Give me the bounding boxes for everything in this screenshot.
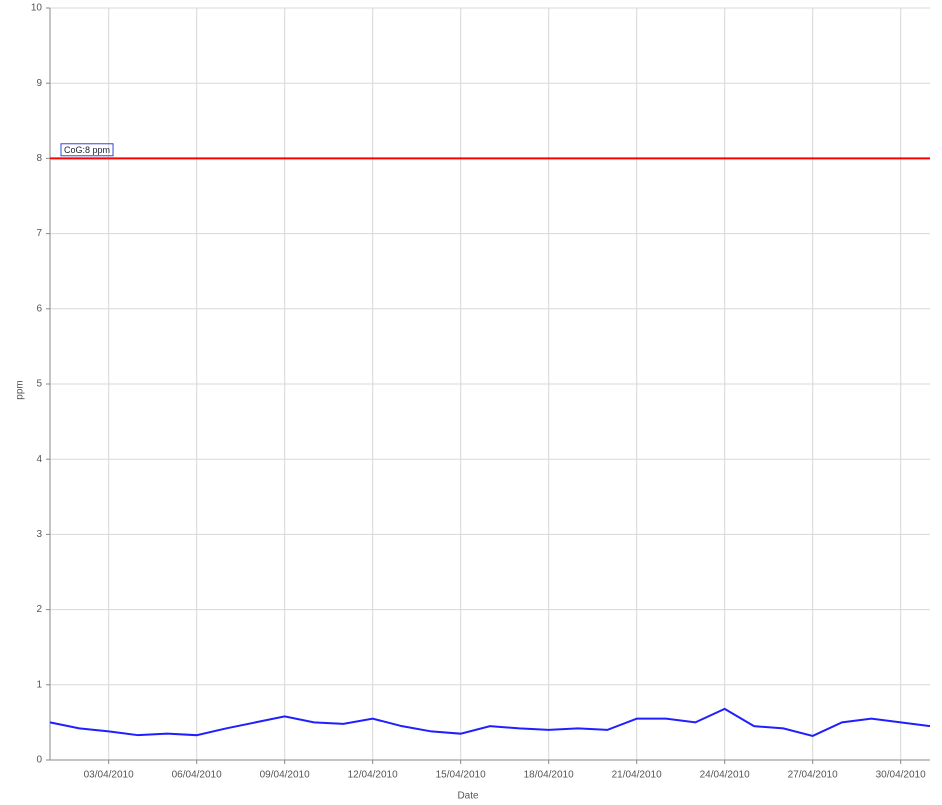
y-tick-label: 1 [36, 679, 42, 690]
threshold-label-box [60, 143, 114, 157]
y-tick-label: 2 [36, 604, 42, 615]
x-tick-label: 03/04/2010 [84, 770, 134, 781]
y-tick-label: 9 [36, 78, 42, 89]
y-tick-label: 10 [31, 3, 43, 14]
x-tick-label: 09/04/2010 [260, 770, 310, 781]
y-tick-label: 4 [36, 454, 42, 465]
x-tick-label: 27/04/2010 [788, 770, 838, 781]
y-tick-label: 3 [36, 529, 42, 540]
x-tick-label: 24/04/2010 [700, 770, 750, 781]
x-tick-label: 15/04/2010 [436, 770, 486, 781]
x-tick-label: 18/04/2010 [524, 770, 574, 781]
x-tick-label: 21/04/2010 [612, 770, 662, 781]
y-tick-label: 5 [36, 379, 42, 390]
y-tick-label: 8 [36, 153, 42, 164]
y-tick-label: 6 [36, 303, 42, 314]
y-axis-label: ppm [15, 380, 26, 399]
x-tick-label: 30/04/2010 [876, 770, 926, 781]
x-tick-label: 06/04/2010 [172, 770, 222, 781]
y-tick-label: 0 [36, 755, 42, 766]
x-axis-label: Date [457, 791, 479, 802]
threshold-label: CoG:8 ppm [64, 145, 110, 155]
data-line [49, 707, 931, 737]
y-tick-label: 7 [36, 228, 42, 239]
x-tick-label: 12/04/2010 [348, 770, 398, 781]
